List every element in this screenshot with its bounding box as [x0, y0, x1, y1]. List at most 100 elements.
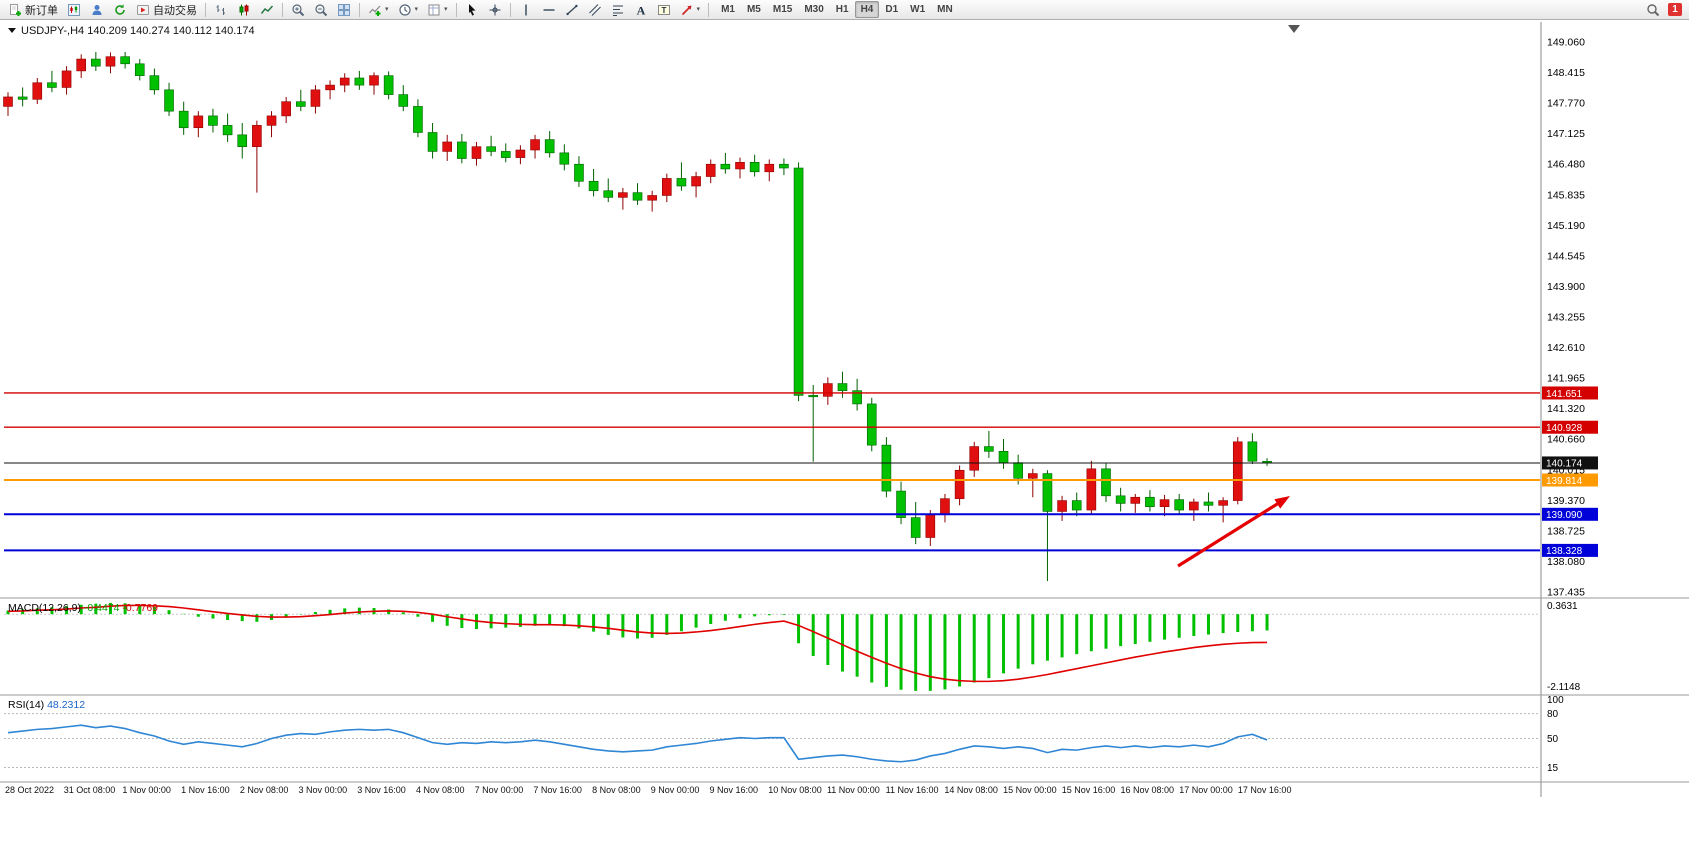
dropdown-caret-icon: ▾: [444, 6, 448, 13]
new-order-button[interactable]: 新订单: [4, 1, 62, 19]
symbol-ohlc-text: USDJPY-,H4 140.209 140.274 140.112 140.1…: [21, 25, 255, 37]
vline-icon: [519, 3, 533, 17]
hline-icon: [542, 3, 556, 17]
price-tag-text: 138.328: [1546, 546, 1583, 557]
autotrading-button[interactable]: 自动交易: [132, 1, 201, 19]
timeframe-mn-button[interactable]: MN: [937, 4, 953, 15]
chart-area[interactable]: 149.060 148.415 147.770 147.125 146.480 145.8…: [0, 20, 1689, 863]
timeframe-m5-button[interactable]: M5: [746, 4, 761, 15]
text-label-icon: T: [657, 3, 671, 17]
rsi-line: [7, 724, 1268, 763]
charts-window-button[interactable]: [63, 1, 85, 19]
line-chart-button[interactable]: [256, 1, 278, 19]
refresh-icon: [113, 3, 127, 17]
timeframe-m1-button[interactable]: M1: [721, 4, 735, 15]
price-axis-label: 145.835: [1547, 189, 1585, 201]
time-axis-label: 15 Nov 00:00: [1003, 785, 1057, 795]
macd-signal-line: [7, 604, 1268, 683]
macd-label: MACD(12,26,9) -0.4474 -0.7769: [8, 602, 158, 614]
channel-button[interactable]: [584, 1, 606, 19]
crosshair-button[interactable]: [484, 1, 506, 19]
bars-chart-button[interactable]: [210, 1, 232, 19]
price-axis-label: 141.320: [1547, 403, 1585, 415]
timeframe-m30-button[interactable]: M30: [804, 4, 824, 15]
price-axis-label: 147.125: [1547, 128, 1585, 140]
price-axis-label: 143.900: [1547, 281, 1585, 293]
dropdown-caret-icon: ▾: [385, 6, 389, 13]
clock-icon: [398, 3, 412, 17]
timeframe-w1-button[interactable]: W1: [910, 4, 926, 15]
price-axis-label: 143.255: [1547, 311, 1585, 323]
price-axis-label: 148.415: [1547, 67, 1585, 79]
timeframe-h1-button[interactable]: H1: [835, 4, 849, 15]
toolbar-separator: [455, 2, 457, 17]
fibonacci-icon: [611, 3, 625, 17]
price-tag-141.651: 141.651: [1542, 386, 1598, 400]
arrows-button[interactable]: ▾: [676, 1, 705, 19]
price-axis-label: 141.965: [1547, 373, 1585, 385]
time-axis-label: 15 Nov 16:00: [1062, 785, 1116, 795]
time-axis-label: 3 Nov 16:00: [357, 785, 406, 795]
rsi-axis-label: 50: [1547, 734, 1559, 745]
search-icon: [1646, 3, 1660, 17]
zoom-in-button[interactable]: [287, 1, 309, 19]
refresh-button[interactable]: [109, 1, 131, 19]
candlestick-chart-button[interactable]: [233, 1, 255, 19]
horizontal-line-button[interactable]: [538, 1, 560, 19]
timeframe-m15-button[interactable]: M15: [772, 4, 793, 15]
indicators-button[interactable]: ▾: [364, 1, 393, 19]
vertical-line-button[interactable]: [515, 1, 537, 19]
price-tag-text: 139.814: [1546, 476, 1583, 487]
dropdown-caret-icon: ▾: [696, 6, 701, 13]
price-tag-140.174: 140.174: [1542, 456, 1598, 470]
time-axis-label: 17 Nov 16:00: [1238, 785, 1292, 795]
periods-button[interactable]: ▾: [394, 1, 423, 19]
timeframe-d1-button[interactable]: D1: [885, 4, 899, 15]
toolbar-separator: [282, 2, 283, 17]
time-axis-label: 11 Nov 16:00: [886, 785, 939, 795]
rsi-axis-label: 15: [1547, 763, 1559, 774]
price-tag-140.928: 140.928: [1542, 420, 1598, 434]
trendline-button[interactable]: [561, 1, 583, 19]
time-axis-label: 2 Nov 08:00: [240, 785, 289, 795]
candles: [3, 51, 1272, 582]
time-axis-label: 31 Oct 08:00: [64, 785, 116, 795]
time-axis-label: 10 Nov 08:00: [768, 785, 822, 795]
fibonacci-button[interactable]: [607, 1, 629, 19]
zoom-out-button[interactable]: [310, 1, 332, 19]
toolbar-separator: [359, 2, 360, 17]
text-icon: A: [634, 3, 648, 17]
notification-badge[interactable]: 1: [1668, 3, 1682, 16]
tile-windows-button[interactable]: [333, 1, 355, 19]
time-axis-label: 8 Nov 08:00: [592, 785, 641, 795]
templates-button[interactable]: ▾: [423, 1, 452, 19]
svg-text:A: A: [636, 3, 645, 17]
autotrade-icon: [136, 3, 150, 17]
price-axis-label: 149.060: [1547, 37, 1585, 49]
rsi-axis-label: 100: [1547, 695, 1564, 706]
time-axis-label: 7 Nov 00:00: [475, 785, 524, 795]
toolbar: 新订单 自动交易 ▾ ▾ ▾ A T ▾ M1 M5 M15 M30 H1 H4 D1 W1 MN 1: [0, 0, 1689, 20]
time-axis-label: 9 Nov 00:00: [651, 785, 700, 795]
cursor-button[interactable]: [461, 1, 483, 19]
trend-arrow-annotation[interactable]: [1177, 496, 1290, 568]
market-watch-button[interactable]: [86, 1, 108, 19]
new-order-button-label: 新订单: [25, 4, 58, 17]
crosshair-icon: [488, 3, 502, 17]
price-tag-text: 140.928: [1546, 423, 1583, 434]
text-label-button[interactable]: T: [653, 1, 675, 19]
rsi-label: RSI(14) 48.2312: [8, 699, 85, 711]
svg-text:T: T: [661, 6, 666, 15]
price-axis-label: 145.190: [1547, 220, 1585, 232]
doc-plus-icon: [8, 3, 22, 17]
time-axis-label: 7 Nov 16:00: [533, 785, 582, 795]
bars-icon: [214, 3, 228, 17]
chart-shift-marker[interactable]: [1288, 25, 1300, 33]
price-tag-139.814: 139.814: [1542, 473, 1598, 487]
timeframe-h4-button[interactable]: H4: [854, 1, 880, 18]
search-button[interactable]: [1642, 1, 1664, 19]
price-tag-text: 140.174: [1546, 459, 1583, 470]
text-button[interactable]: A: [630, 1, 652, 19]
time-axis-label: 14 Nov 08:00: [944, 785, 998, 795]
